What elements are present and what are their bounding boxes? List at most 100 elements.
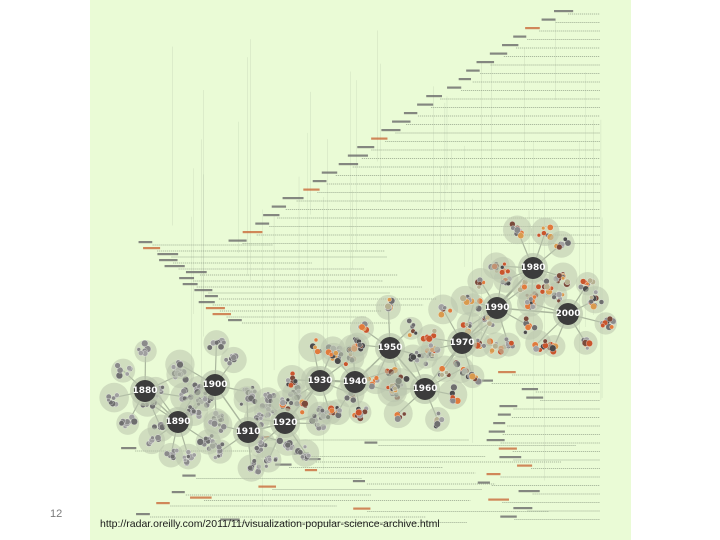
topic-label-mark: [497, 413, 511, 416]
topic-label-mark: [525, 27, 540, 30]
article-node: [211, 420, 218, 428]
article-node: [302, 444, 308, 449]
article-node: [357, 342, 363, 348]
topic-label-mark: [121, 447, 137, 450]
decade-hub-label: 2000: [555, 309, 580, 319]
article-node: [126, 365, 133, 371]
article-node: [292, 378, 298, 384]
article-node: [319, 408, 325, 413]
decade-hub-1950: [379, 337, 401, 359]
article-node: [329, 407, 335, 414]
article-node: [273, 457, 278, 463]
article-node: [476, 284, 482, 290]
article-node: [118, 420, 125, 427]
article-node: [600, 323, 606, 328]
article-node: [556, 244, 563, 251]
article-node: [130, 418, 138, 426]
article-node: [587, 277, 593, 284]
article-node: [160, 385, 165, 390]
article-node: [585, 346, 590, 351]
article-node: [521, 284, 528, 290]
decade-hub-label: 1920: [272, 418, 297, 428]
article-node: [416, 353, 422, 358]
article-node: [438, 416, 445, 423]
article-node: [502, 262, 507, 267]
article-node: [593, 289, 599, 295]
article-node: [523, 330, 528, 335]
topic-label-mark: [282, 197, 304, 200]
article-node: [114, 392, 120, 398]
topic-label-mark: [312, 180, 327, 183]
topic-label-mark: [190, 496, 212, 499]
article-node: [196, 438, 204, 446]
article-node: [564, 239, 572, 247]
decade-hub-label: 1880: [132, 386, 157, 396]
article-node: [284, 441, 291, 449]
decade-hub-label: 1990: [484, 303, 509, 313]
article-node: [154, 434, 162, 441]
article-node: [124, 371, 130, 377]
topic-cluster-halo: [291, 439, 320, 467]
article-node: [186, 454, 191, 459]
article-node: [590, 303, 597, 310]
topic-label-mark: [458, 78, 472, 81]
decade-hub-label: 1940: [342, 377, 367, 387]
topic-label-mark: [477, 379, 493, 382]
article-node: [226, 360, 233, 366]
article-node: [138, 350, 144, 356]
source-url-link[interactable]: http://radar.oreilly.com/2011/11/visuali…: [100, 518, 440, 530]
decade-hub-label: 1930: [307, 376, 332, 386]
article-node: [531, 324, 538, 331]
article-node: [481, 343, 487, 349]
article-node: [170, 454, 176, 460]
article-node: [438, 365, 446, 372]
decade-hub-1960: [414, 378, 436, 400]
article-node: [406, 318, 413, 324]
decade-hub-1930: [309, 370, 331, 392]
article-node: [288, 382, 294, 388]
article-node: [402, 411, 407, 417]
article-node: [428, 342, 434, 349]
decade-hub-label: 1890: [165, 417, 190, 427]
article-node: [297, 449, 304, 456]
topic-label-mark: [352, 480, 366, 483]
topic-label-mark: [357, 146, 375, 149]
topic-label-mark: [499, 405, 518, 408]
article-node: [551, 294, 557, 300]
topic-label-mark: [228, 239, 247, 242]
topic-label-mark: [194, 289, 213, 292]
topic-label-mark: [228, 319, 242, 322]
article-node: [114, 362, 121, 369]
article-node: [299, 409, 305, 415]
article-node: [555, 291, 563, 298]
article-node: [258, 447, 264, 453]
topic-label-mark: [521, 388, 539, 391]
article-node: [504, 336, 509, 342]
article-node: [373, 375, 379, 381]
article-node: [580, 278, 587, 285]
topic-label-mark: [364, 441, 378, 444]
article-node: [150, 435, 155, 440]
topic-label-mark: [518, 490, 540, 493]
article-node: [183, 457, 188, 463]
topic-label-mark: [541, 18, 556, 21]
decade-hub-1940: [344, 371, 366, 393]
topic-label-mark: [156, 502, 170, 505]
article-node: [362, 408, 368, 415]
article-node: [214, 340, 220, 346]
article-node: [279, 399, 287, 407]
article-node: [414, 350, 419, 355]
topic-label-mark: [275, 463, 292, 466]
topic-label-mark: [392, 120, 411, 123]
topic-label-mark: [381, 129, 401, 132]
article-node: [174, 448, 180, 453]
topic-label-mark: [143, 247, 161, 250]
article-node: [547, 224, 554, 231]
decade-hub-2000: [557, 303, 579, 325]
article-node: [413, 331, 418, 336]
topic-cluster-halo: [525, 330, 551, 356]
topic-label-mark: [205, 307, 225, 310]
article-node: [564, 278, 571, 285]
article-node: [529, 303, 536, 310]
topic-label-mark: [498, 447, 517, 450]
